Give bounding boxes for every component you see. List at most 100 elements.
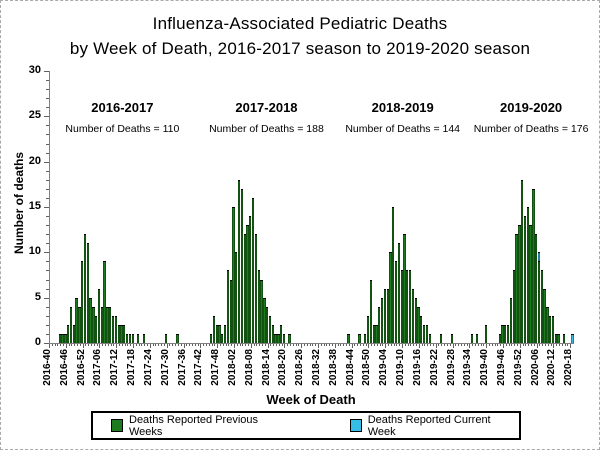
bar-deaths-previous-weeks [450, 333, 454, 343]
x-axis-minor-tick [500, 344, 502, 346]
x-axis-minor-tick [93, 344, 95, 346]
y-axis-minor-tick [46, 197, 49, 199]
x-axis-minor-tick [191, 344, 193, 346]
bar-deaths-previous-weeks [137, 333, 140, 343]
bar-deaths-previous-weeks [389, 252, 392, 343]
x-axis-minor-tick [228, 344, 230, 346]
bar-deaths-previous-weeks [484, 324, 487, 343]
x-axis-minor-tick [354, 344, 356, 346]
x-axis-minor-tick [163, 344, 165, 346]
bar-deaths-previous-weeks [411, 288, 415, 343]
x-axis-minor-tick [245, 344, 247, 346]
bar-deaths-previous-weeks [72, 324, 75, 343]
bar-deaths-previous-weeks [403, 234, 406, 343]
x-axis-minor-tick [54, 344, 56, 346]
x-axis-major-tick [116, 344, 118, 348]
bar-deaths-previous-weeks [165, 333, 168, 343]
x-axis-major-tick [183, 344, 185, 348]
x-axis-minor-tick [528, 344, 530, 346]
x-axis-tick-label: 2017-42 [193, 349, 205, 386]
x-axis-tick-label: 2018-38 [327, 349, 339, 386]
x-axis-minor-tick [161, 344, 163, 346]
bar-deaths-previous-weeks [232, 207, 235, 343]
bar-deaths-previous-weeks [476, 333, 479, 343]
bar-deaths-previous-weeks [266, 306, 269, 343]
x-axis-minor-tick [135, 344, 137, 346]
x-axis-minor-tick [332, 344, 334, 346]
bar-deaths-previous-weeks [397, 243, 401, 343]
x-axis-minor-tick [444, 344, 446, 346]
x-axis-minor-tick [242, 344, 244, 346]
bar-deaths-previous-weeks [470, 333, 473, 343]
bar-deaths-previous-weeks [86, 243, 89, 343]
x-axis-minor-tick [172, 344, 174, 346]
bar-deaths-previous-weeks [498, 333, 501, 343]
x-axis-minor-tick [60, 344, 62, 346]
bar-deaths-previous-weeks [288, 333, 291, 343]
y-axis-minor-tick [46, 98, 49, 100]
bar-deaths-previous-weeks [274, 333, 277, 343]
x-axis-major-tick [284, 344, 286, 348]
bar-deaths-previous-weeks [563, 333, 566, 343]
x-axis-minor-tick [427, 344, 429, 346]
x-axis-minor-tick [396, 344, 398, 346]
bar-deaths-previous-weeks [535, 234, 538, 343]
x-axis-minor-tick [211, 344, 213, 346]
x-axis-minor-tick [382, 344, 384, 346]
x-axis-minor-tick [558, 344, 560, 346]
bar-deaths-previous-weeks [78, 306, 81, 343]
bar-deaths-previous-weeks [235, 252, 238, 343]
x-axis-minor-tick [564, 344, 566, 346]
x-axis-minor-tick [340, 344, 342, 346]
bar-deaths-previous-weeks [237, 179, 241, 343]
bar-deaths-previous-weeks [422, 324, 426, 343]
x-axis-minor-tick [127, 344, 129, 346]
chart-title-line1: Influenza-Associated Pediatric Deaths [152, 14, 448, 33]
x-axis-minor-tick [256, 344, 258, 346]
x-axis-minor-tick [236, 344, 238, 346]
season-death-count: Number of Deaths = 176 [473, 123, 589, 135]
x-axis-major-tick [267, 344, 269, 348]
x-axis-tick-label: 2019-46 [495, 349, 507, 386]
bar-deaths-previous-weeks [240, 188, 244, 343]
x-axis-minor-tick [323, 344, 325, 346]
bar-deaths-previous-weeks [425, 324, 429, 343]
bar-deaths-previous-weeks [523, 216, 527, 343]
x-axis-minor-tick [275, 344, 277, 346]
x-axis-minor-tick [516, 344, 518, 346]
bar-deaths-previous-weeks [509, 297, 513, 343]
bar-deaths-previous-weeks [386, 288, 389, 343]
x-axis-title: Week of Death [266, 392, 356, 407]
x-axis-minor-tick [194, 344, 196, 346]
x-axis-minor-tick [393, 344, 395, 346]
x-axis-minor-tick [430, 344, 432, 346]
y-axis-major-tick [44, 252, 49, 254]
x-axis-minor-tick [424, 344, 426, 346]
x-axis-minor-tick [155, 344, 157, 346]
x-axis-minor-tick [169, 344, 171, 346]
x-axis-minor-tick [432, 344, 434, 346]
bar-deaths-previous-weeks [221, 333, 224, 343]
x-axis-major-tick [486, 344, 488, 348]
bar-deaths-previous-weeks [282, 333, 286, 343]
bar-deaths-previous-weeks [439, 333, 443, 343]
x-axis-minor-tick [544, 344, 546, 346]
x-axis-major-tick [49, 344, 50, 348]
bar-deaths-previous-weeks [277, 333, 280, 343]
x-axis-tick-label: 2016-46 [58, 349, 70, 386]
y-axis-minor-tick [46, 179, 49, 181]
x-axis-minor-tick [458, 344, 460, 346]
bar-deaths-previous-weeks [69, 306, 73, 343]
x-axis-tick-label: 2016-52 [75, 349, 87, 386]
bar-deaths-previous-weeks [103, 261, 106, 343]
x-axis-major-tick [418, 344, 420, 348]
x-axis-major-tick [519, 344, 521, 348]
x-axis-major-tick [99, 344, 101, 348]
bar-deaths-current-week [537, 252, 541, 262]
x-axis-minor-tick [88, 344, 90, 346]
bar-deaths-previous-weeks [252, 197, 255, 343]
x-axis-tick-label: 2019-16 [411, 349, 423, 386]
x-axis-tick-label: 2017-06 [92, 349, 104, 386]
y-axis-major-tick [44, 207, 49, 208]
bar-deaths-previous-weeks [100, 306, 103, 343]
